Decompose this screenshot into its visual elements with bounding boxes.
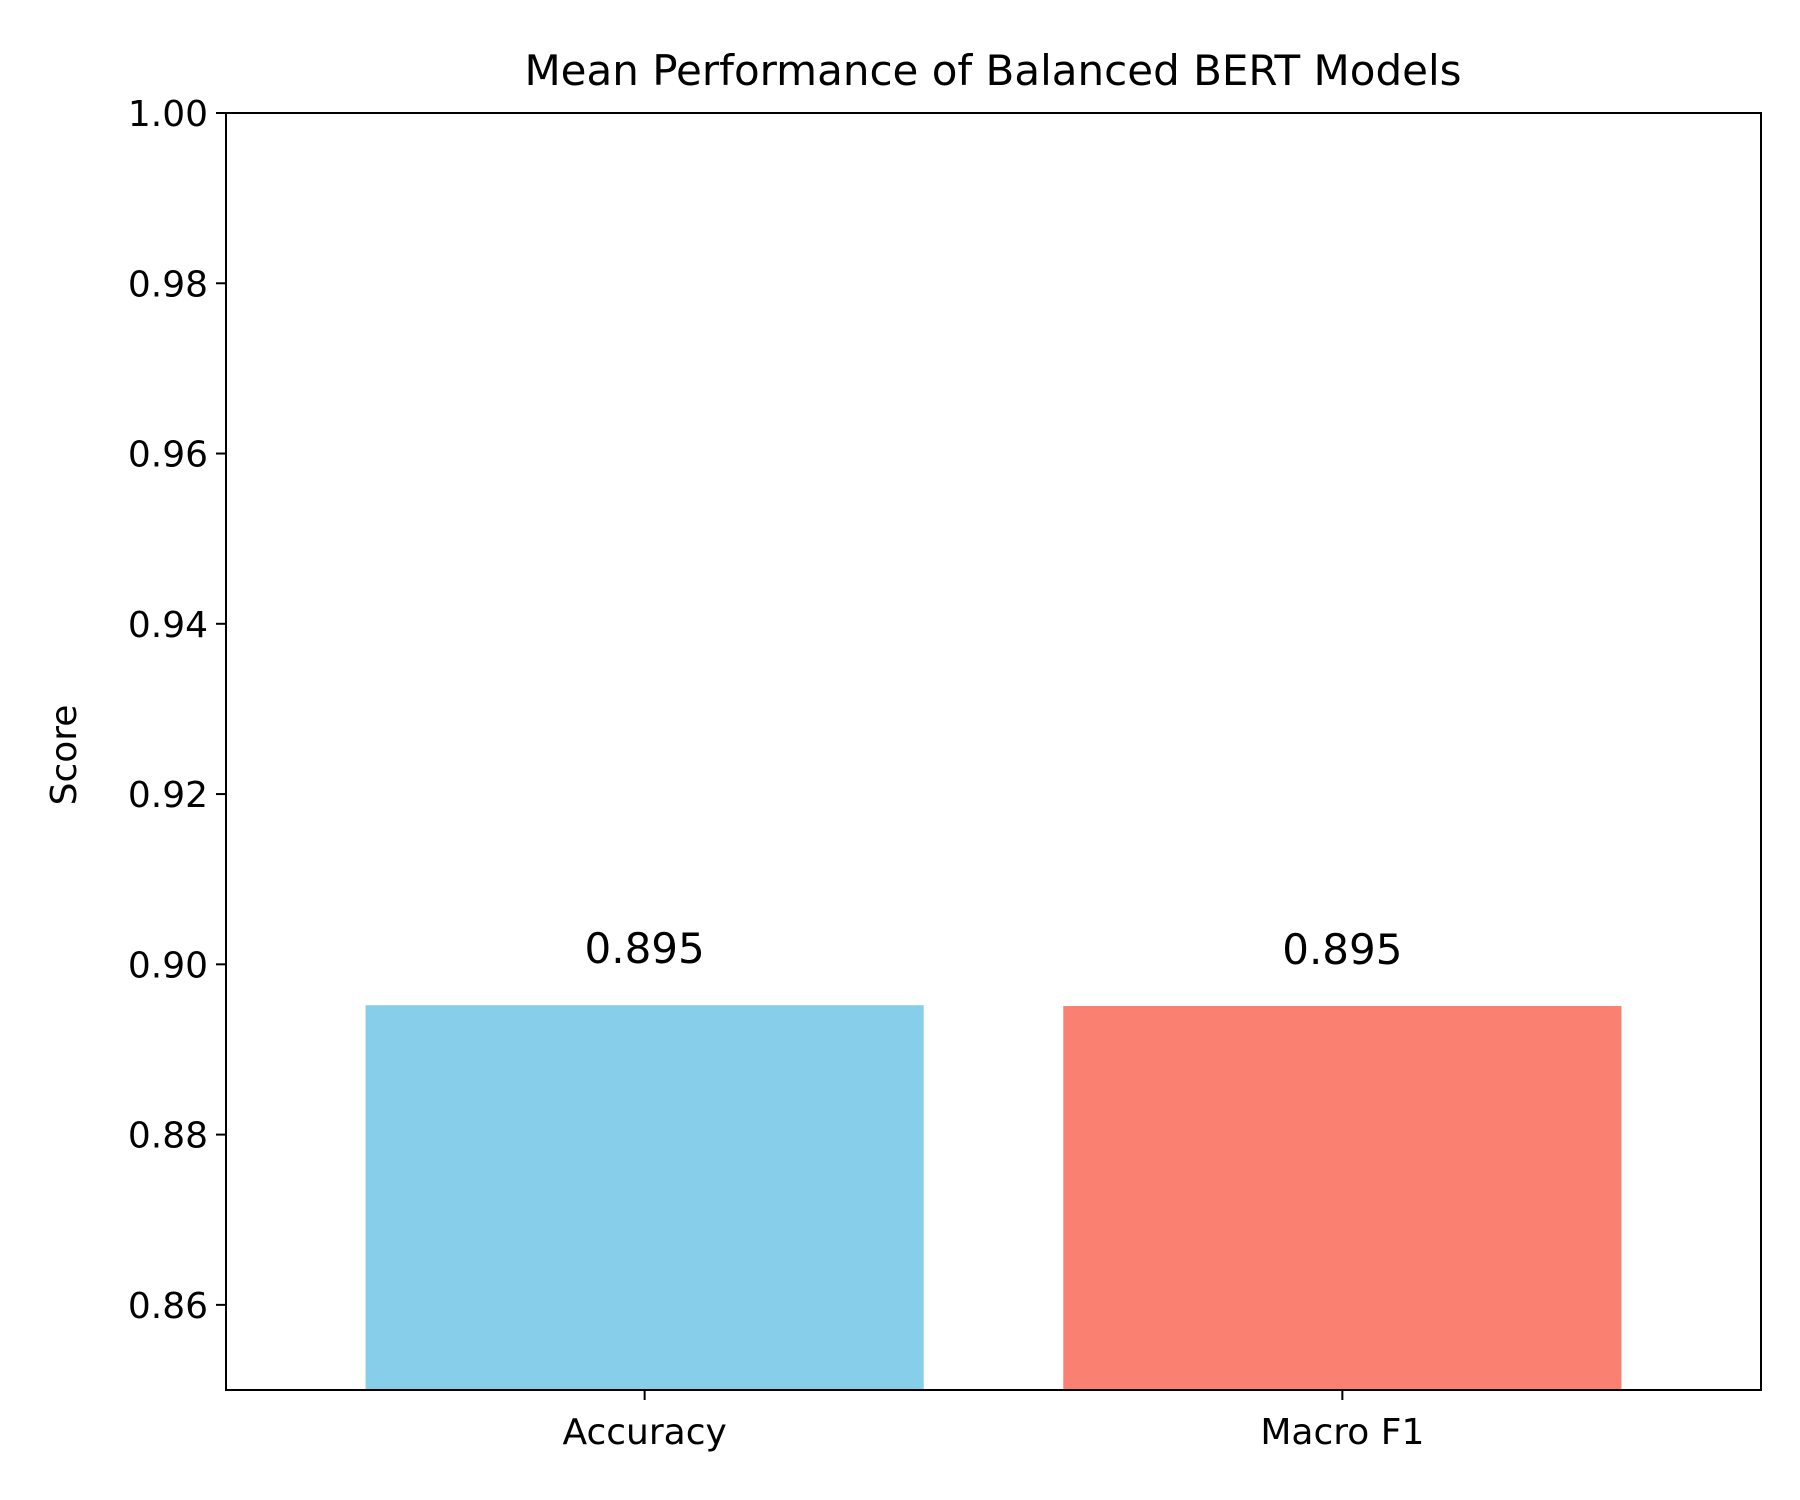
data-label: 0.895 <box>585 924 705 973</box>
y-tick-label: 0.94 <box>128 605 208 646</box>
y-tick-label: 0.86 <box>128 1286 208 1327</box>
y-tick-label: 0.88 <box>128 1116 208 1157</box>
x-tick-label: Macro F1 <box>1260 1412 1424 1453</box>
y-tick-label: 0.92 <box>128 775 208 816</box>
y-axis-label: Score <box>44 705 85 806</box>
bar-macro-f1 <box>1063 1006 1622 1390</box>
chart-title: Mean Performance of Balanced BERT Models <box>524 46 1461 95</box>
y-tick-label: 1.00 <box>128 94 208 135</box>
bar-accuracy <box>365 1005 924 1390</box>
plot-area: 0.86 0.88 0.90 0.92 0.94 0.96 0.98 1.00 Accuracy… <box>128 94 1622 1453</box>
y-tick-label: 0.96 <box>128 435 208 476</box>
x-tick-label: Accuracy <box>562 1412 726 1453</box>
plot-frame <box>225 112 1762 1391</box>
y-tick-label: 0.90 <box>128 945 208 986</box>
y-tick-label: 0.98 <box>128 264 208 305</box>
data-label: 0.895 <box>1282 925 1402 974</box>
